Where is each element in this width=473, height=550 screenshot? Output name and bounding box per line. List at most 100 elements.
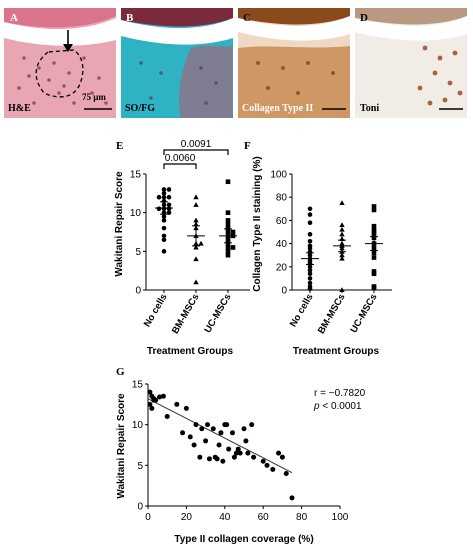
data-point bbox=[225, 225, 231, 231]
y-tick-label: 100 bbox=[270, 170, 287, 181]
data-point bbox=[339, 255, 345, 261]
chart-g-correlation: 0 5 10 15 0 20 40 60 80 100 Wakitani Repair Score… bbox=[116, 380, 366, 546]
panel-letter-c: C bbox=[243, 12, 251, 24]
data-point bbox=[339, 222, 345, 228]
data-point bbox=[339, 200, 345, 205]
chart-f-xlabel: Treatment Groups bbox=[293, 346, 380, 357]
data-point bbox=[371, 250, 377, 256]
data-point bbox=[283, 470, 289, 476]
data-point bbox=[183, 405, 189, 411]
y-tick-label: 10 bbox=[130, 208, 142, 219]
y-tick-label: 0 bbox=[135, 286, 141, 297]
p-value-label: 0.0091 bbox=[181, 139, 212, 150]
x-tick-label: 20 bbox=[181, 512, 193, 523]
y-tick-label: 80 bbox=[276, 193, 288, 204]
data-point bbox=[226, 446, 232, 452]
data-point bbox=[156, 206, 162, 212]
data-point bbox=[235, 446, 241, 452]
data-point bbox=[371, 271, 377, 277]
panel-letter-b: B bbox=[126, 12, 134, 24]
data-point bbox=[156, 194, 162, 200]
data-point bbox=[371, 207, 377, 213]
data-point bbox=[229, 430, 235, 436]
data-point bbox=[147, 389, 153, 395]
data-point bbox=[243, 438, 249, 444]
data-point bbox=[249, 422, 255, 428]
x-tick-label: BM-MSCs bbox=[170, 292, 202, 336]
y-tick-label: 0 bbox=[281, 286, 287, 297]
data-point bbox=[307, 286, 313, 292]
scale-bar-label: 75 µm bbox=[82, 92, 106, 102]
data-point bbox=[193, 202, 199, 207]
data-point bbox=[214, 456, 220, 462]
data-point bbox=[276, 450, 282, 456]
data-point bbox=[339, 287, 345, 292]
chart-e-wakitani-by-treatment: 0 5 10 15 No cells BM-MSCs UC-MSCs 0.0060 0.009… bbox=[114, 139, 250, 357]
data-point bbox=[161, 225, 167, 231]
figure-letter-f: F bbox=[244, 140, 251, 152]
data-point bbox=[225, 241, 231, 246]
data-point bbox=[230, 245, 236, 250]
data-point bbox=[166, 187, 172, 192]
data-point bbox=[371, 285, 377, 290]
y-tick-label: 20 bbox=[276, 262, 288, 273]
data-point bbox=[193, 217, 199, 223]
data-point bbox=[193, 422, 199, 428]
data-point bbox=[193, 279, 199, 285]
data-point bbox=[270, 466, 276, 472]
data-point bbox=[225, 218, 231, 223]
data-point bbox=[371, 229, 377, 235]
panel-caption-a: H&E bbox=[8, 103, 31, 114]
data-point bbox=[161, 191, 167, 196]
data-point bbox=[307, 280, 313, 286]
data-point bbox=[203, 438, 209, 444]
chart-e-xlabel: Treatment Groups bbox=[147, 346, 234, 357]
x-tick-label: 100 bbox=[332, 512, 349, 523]
data-point bbox=[225, 221, 231, 227]
histology-panel-c bbox=[238, 8, 350, 118]
data-point bbox=[233, 450, 239, 456]
data-point bbox=[245, 450, 251, 456]
data-point bbox=[160, 393, 166, 399]
data-point bbox=[225, 210, 231, 215]
data-point bbox=[279, 454, 285, 460]
x-tick-label: BM-MSCs bbox=[316, 292, 348, 336]
data-point bbox=[307, 245, 313, 251]
data-point bbox=[220, 458, 226, 464]
data-point bbox=[199, 426, 205, 432]
panel-caption-d: Toni bbox=[360, 103, 380, 114]
data-point bbox=[166, 202, 172, 208]
chart-f-collagen-by-treatment: 0 20 40 60 80 100 No cells BM-MSCs UC-MSCs Colla… bbox=[252, 156, 392, 357]
data-point bbox=[339, 231, 345, 237]
significance-bracket bbox=[163, 149, 229, 155]
regression-line bbox=[147, 398, 293, 474]
figure-letter-e: E bbox=[116, 140, 124, 152]
data-point bbox=[237, 450, 243, 456]
x-tick-label: UC-MSCs bbox=[202, 292, 233, 335]
data-point bbox=[371, 232, 377, 237]
data-point bbox=[260, 458, 266, 464]
chart-g-p-rest: < 0.0001 bbox=[320, 401, 362, 412]
data-point bbox=[218, 430, 224, 436]
data-point bbox=[161, 218, 167, 223]
chart-g-ylabel: Wakitani Repair Score bbox=[116, 393, 127, 499]
y-tick-label: 5 bbox=[135, 247, 141, 258]
y-tick-label: 5 bbox=[137, 461, 143, 472]
data-point bbox=[161, 233, 167, 239]
data-point bbox=[307, 220, 313, 226]
chart-e-ylabel: Wakitani Repair Score bbox=[114, 171, 125, 277]
data-point bbox=[166, 194, 172, 200]
data-point bbox=[174, 401, 180, 407]
data-point bbox=[193, 244, 199, 250]
data-point bbox=[289, 495, 295, 501]
data-point bbox=[161, 194, 167, 200]
data-point bbox=[371, 204, 377, 209]
data-point bbox=[307, 238, 313, 244]
data-point bbox=[371, 223, 377, 229]
y-tick-label: 0 bbox=[137, 502, 143, 513]
data-point bbox=[161, 237, 167, 243]
chart-g-annotation-p: p < 0.0001 bbox=[313, 401, 362, 412]
data-point bbox=[210, 426, 216, 432]
data-point bbox=[224, 422, 230, 428]
panel-caption-c: Collagen Type II bbox=[242, 103, 314, 114]
